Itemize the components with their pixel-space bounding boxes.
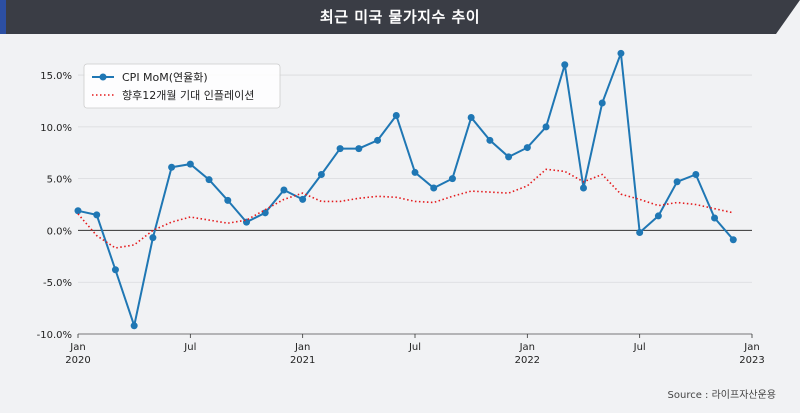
cpi-data-point: [467, 114, 475, 122]
cpi-data-point: [542, 123, 550, 131]
cpi-data-point: [111, 266, 119, 274]
y-tick-label: -5.0%: [43, 278, 72, 289]
y-tick-label: 15.0%: [40, 71, 72, 82]
line-chart: -10.0% -5.0% 0.0% 5.0% 10.0% 15.0% Jan 2020 Jul…: [37, 49, 765, 366]
cpi-data-point: [205, 176, 213, 184]
cpi-data-point: [224, 196, 232, 204]
legend-marker-cpi: [99, 73, 107, 81]
cpi-data-point: [486, 136, 494, 144]
chart-grid: [78, 74, 752, 335]
x-tick-label: Jan: [519, 342, 535, 353]
cpi-data-point: [411, 168, 419, 176]
title-banner: 최근 미국 물가지수 추이: [0, 0, 800, 34]
x-tick-label: Jan: [743, 342, 759, 353]
x-tick-year-label: 2021: [290, 355, 315, 366]
cpi-data-point: [711, 214, 719, 222]
cpi-data-point: [355, 145, 363, 153]
cpi-data-point: [280, 186, 288, 194]
chart-legend: CPI MoM(연율화) 향후12개월 기대 인플레이션: [83, 63, 281, 109]
cpi-data-point: [186, 160, 194, 168]
page-title: 최근 미국 물가지수 추이: [319, 8, 481, 26]
banner-accent-bar: [0, 0, 6, 34]
legend-label-cpi: CPI MoM(연율화): [122, 71, 208, 84]
cpi-data-point: [299, 195, 307, 203]
x-tick-label: Jan: [294, 342, 310, 353]
x-tick-label: Jan: [69, 342, 85, 353]
cpi-data-point: [317, 171, 325, 178]
cpi-data-point: [505, 153, 513, 161]
cpi-data-point: [374, 136, 382, 144]
cpi-data-point: [636, 229, 644, 236]
chart-series: [74, 49, 737, 330]
cpi-data-point: [243, 218, 250, 226]
legend-box: [83, 63, 281, 109]
y-tick-label: 10.0%: [40, 123, 72, 134]
x-tick-label: Jul: [408, 342, 421, 353]
cpi-data-point: [523, 144, 531, 152]
cpi-data-point: [430, 184, 438, 192]
y-tick-label: -10.0%: [37, 330, 72, 341]
cpi-data-point: [673, 178, 681, 186]
x-axis: Jan 2020 Jul Jan 2021 Jul Jan 2022 Jul Jan 2023: [65, 333, 765, 366]
x-tick-year-label: 2022: [515, 355, 540, 366]
cpi-data-point: [392, 111, 400, 119]
cpi-data-point: [336, 145, 344, 153]
y-tick-label: 5.0%: [47, 175, 72, 186]
cpi-data-point: [692, 171, 700, 178]
y-tick-label: 0.0%: [47, 226, 72, 237]
x-tick-year-label: 2023: [739, 355, 764, 366]
x-tick-label: Jul: [183, 342, 196, 353]
cpi-data-point: [654, 212, 662, 220]
cpi-data-point: [93, 211, 101, 219]
legend-label-expected-inflation: 향후12개월 기대 인플레이션: [122, 89, 254, 102]
cpi-data-point: [149, 234, 157, 242]
cpi-data-point: [580, 184, 587, 192]
source-note: Source : 라이프자산운용: [667, 390, 776, 401]
cpi-data-point: [617, 49, 625, 57]
cpi-data-point: [130, 322, 138, 330]
y-axis: -10.0% -5.0% 0.0% 5.0% 10.0% 15.0%: [37, 71, 72, 341]
cpi-data-point: [448, 175, 456, 183]
x-tick-year-label: 2020: [65, 355, 90, 366]
cpi-data-point: [168, 163, 176, 171]
x-tick-label: Jul: [633, 342, 646, 353]
cpi-data-point: [598, 99, 606, 107]
cpi-data-point: [561, 61, 569, 69]
cpi-data-point: [261, 209, 269, 217]
banner-background: [0, 0, 800, 34]
cpi-data-point: [74, 207, 82, 215]
cpi-data-point: [729, 236, 737, 244]
